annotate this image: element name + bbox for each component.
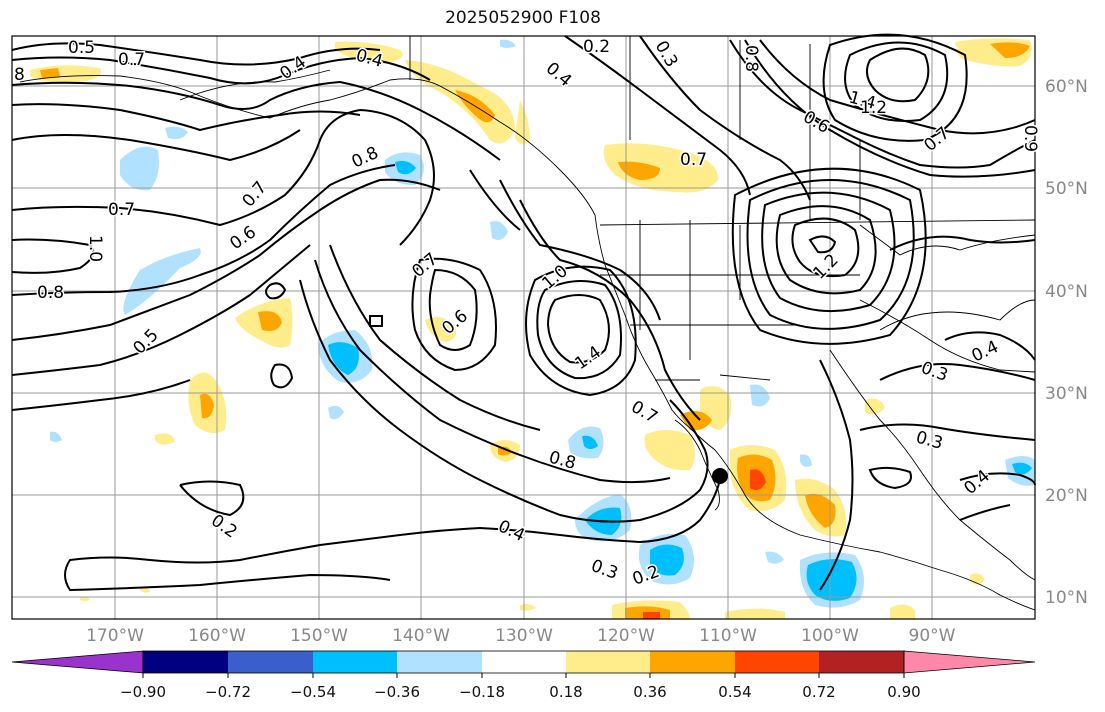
- contour-label: 0.9: [1020, 125, 1040, 152]
- lon-label: 130°W: [495, 626, 553, 646]
- colorbar-tick-label: −0.72: [205, 683, 251, 701]
- contour-label: 0.7: [118, 50, 145, 70]
- contour-label: 0.5: [68, 38, 95, 58]
- lat-label: 40°N: [1045, 282, 1088, 302]
- colorbar-tick-label: −0.18: [459, 683, 505, 701]
- contour-label: 0.2: [583, 37, 610, 57]
- lat-label: 50°N: [1045, 179, 1088, 199]
- lat-label: 30°N: [1045, 384, 1088, 404]
- map-frame: [11, 35, 1036, 620]
- contour-label: 1.0: [85, 235, 105, 262]
- lon-label: 120°W: [597, 626, 655, 646]
- contour-label: 0.8: [37, 283, 64, 303]
- lon-label: 170°W: [86, 626, 144, 646]
- lat-label: 60°N: [1045, 77, 1088, 97]
- contour-label: 0.7: [680, 150, 707, 170]
- contour-label: 8: [14, 65, 25, 85]
- lat-label: 10°N: [1045, 588, 1088, 608]
- lon-label: 100°W: [801, 626, 859, 646]
- contour-label: 0.7: [108, 200, 135, 220]
- colorbar-tick-label: −0.90: [120, 683, 166, 701]
- colorbar-tick-label: 0.90: [887, 683, 921, 701]
- lon-label: 150°W: [290, 626, 348, 646]
- colorbar-tick-label: 0.72: [802, 683, 836, 701]
- contour-lines: [11, 33, 1036, 592]
- colorbar-tick-label: 0.54: [718, 683, 752, 701]
- storm-center-marker: [712, 468, 728, 484]
- colorbar-tick-label: −0.36: [374, 683, 420, 701]
- lon-label: 90°W: [908, 626, 956, 646]
- lon-label: 160°W: [188, 626, 246, 646]
- graticule: [12, 36, 1035, 619]
- lat-label: 20°N: [1045, 486, 1088, 506]
- lon-label: 140°W: [392, 626, 450, 646]
- coastlines: [19, 36, 1036, 611]
- colorbar-tick-label: −0.54: [290, 683, 336, 701]
- contour-label: 0.8: [741, 45, 761, 72]
- contour-label: 1.2: [860, 98, 887, 118]
- colorbar-tick-label: 0.36: [633, 683, 667, 701]
- contour-label-group: 0.5 0.7 8 0.4 0.4 0.2 0.3 0.4 0.8 1.4 1.…: [13, 36, 1042, 592]
- colorbar-tick-label: 0.18: [549, 683, 583, 701]
- lon-label: 110°W: [699, 626, 757, 646]
- chart-title: 2025052900 F108: [445, 8, 601, 28]
